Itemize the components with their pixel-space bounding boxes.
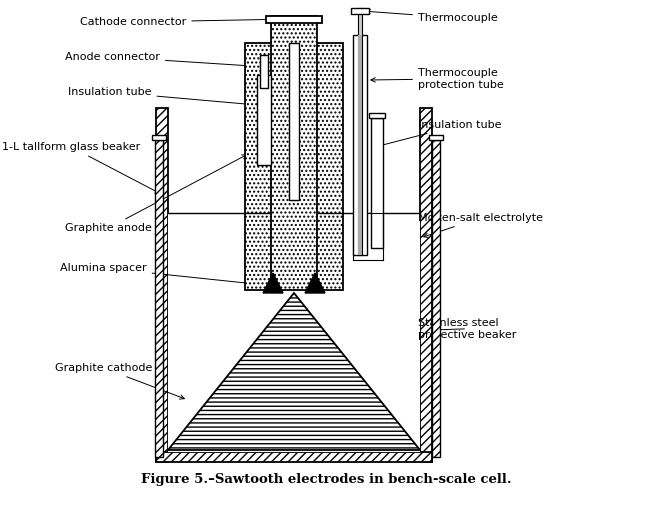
- Bar: [371, 118, 383, 248]
- Bar: [245, 43, 283, 290]
- Bar: [156, 452, 432, 462]
- Polygon shape: [305, 273, 325, 293]
- Text: Insulation tube: Insulation tube: [68, 87, 253, 107]
- Text: Molten-salt electrolyte: Molten-salt electrolyte: [418, 213, 543, 237]
- Bar: [358, 8, 362, 255]
- Bar: [358, 35, 362, 255]
- Text: Insulation tube: Insulation tube: [375, 120, 502, 148]
- Text: Cathode connector: Cathode connector: [80, 17, 290, 27]
- Bar: [353, 35, 367, 255]
- Bar: [271, 16, 317, 290]
- Polygon shape: [168, 293, 420, 450]
- Bar: [305, 43, 343, 290]
- Bar: [156, 108, 168, 462]
- Bar: [429, 135, 443, 140]
- Bar: [289, 43, 299, 200]
- Bar: [351, 8, 369, 14]
- Bar: [152, 135, 166, 140]
- Text: Alumina spacer: Alumina spacer: [60, 263, 261, 286]
- Text: Anode connector: Anode connector: [65, 52, 279, 70]
- Bar: [369, 113, 385, 118]
- Bar: [432, 140, 440, 457]
- Text: Graphite cathode: Graphite cathode: [55, 363, 184, 399]
- Text: Graphite anode: Graphite anode: [65, 155, 247, 233]
- Bar: [257, 75, 271, 165]
- Text: 1-L tallform glass beaker: 1-L tallform glass beaker: [2, 142, 159, 193]
- Bar: [168, 108, 420, 452]
- Bar: [266, 16, 322, 23]
- Bar: [420, 108, 432, 462]
- Bar: [155, 140, 163, 457]
- Polygon shape: [263, 273, 283, 293]
- Bar: [260, 55, 268, 88]
- Text: Thermocouple
protection tube: Thermocouple protection tube: [371, 68, 503, 89]
- Text: Figure 5.–Sawtooth electrodes in bench-scale cell.: Figure 5.–Sawtooth electrodes in bench-s…: [140, 474, 511, 486]
- Text: Thermocouple: Thermocouple: [366, 10, 498, 23]
- Bar: [168, 213, 420, 452]
- Text: Stainless steel
protective beaker: Stainless steel protective beaker: [418, 318, 517, 339]
- Bar: [353, 213, 383, 260]
